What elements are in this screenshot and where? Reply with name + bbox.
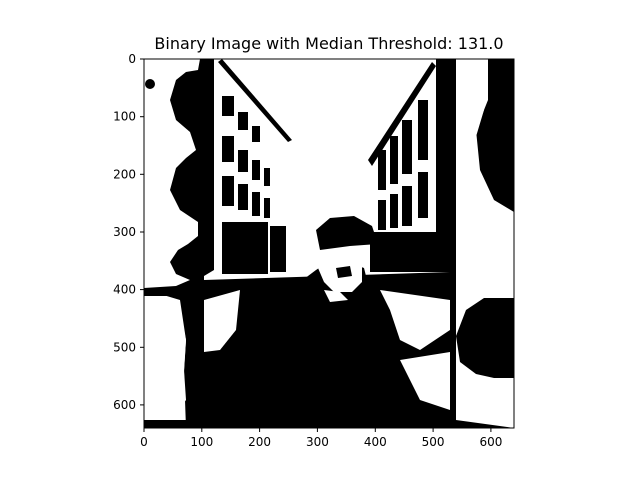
cap <box>316 216 378 250</box>
y-tick-label: 400 <box>113 283 136 297</box>
y-tick: 400 <box>113 283 144 297</box>
x-axis: 0 100 200 300 400 500 600 <box>140 428 502 449</box>
y-tick-label: 0 <box>128 52 136 66</box>
x-tick: 0 <box>140 428 148 449</box>
left-white-blob-top <box>144 59 200 288</box>
x-tick-label: 200 <box>248 435 271 449</box>
y-tick-label: 500 <box>113 340 136 354</box>
x-tick: 600 <box>479 428 502 449</box>
y-tick-label: 300 <box>113 225 136 239</box>
x-tick-label: 400 <box>364 435 387 449</box>
x-tick-label: 600 <box>479 435 502 449</box>
y-tick-label: 200 <box>113 167 136 181</box>
left-white-blob-bottom <box>144 296 186 418</box>
x-tick-label: 100 <box>190 435 213 449</box>
x-tick: 300 <box>306 428 329 449</box>
axes-frame <box>143 58 515 429</box>
chart-title: Binary Image with Median Threshold: 131.… <box>154 34 503 53</box>
x-tick-label: 300 <box>306 435 329 449</box>
x-tick-label: 500 <box>422 435 445 449</box>
y-tick: 300 <box>113 225 144 239</box>
x-tick: 100 <box>190 428 213 449</box>
x-tick-label: 0 <box>140 435 148 449</box>
y-tick: 200 <box>113 167 144 181</box>
person <box>262 262 392 428</box>
binary-image <box>144 59 514 428</box>
y-tick: 500 <box>113 340 144 354</box>
y-tick: 0 <box>128 52 144 66</box>
y-tick: 600 <box>113 398 144 412</box>
x-tick: 500 <box>422 428 445 449</box>
y-tick: 100 <box>113 110 144 124</box>
y-tick-label: 100 <box>113 110 136 124</box>
x-tick: 400 <box>364 428 387 449</box>
x-tick: 200 <box>248 428 271 449</box>
y-axis: 0 100 200 300 400 500 600 <box>113 52 144 412</box>
y-tick-label: 600 <box>113 398 136 412</box>
